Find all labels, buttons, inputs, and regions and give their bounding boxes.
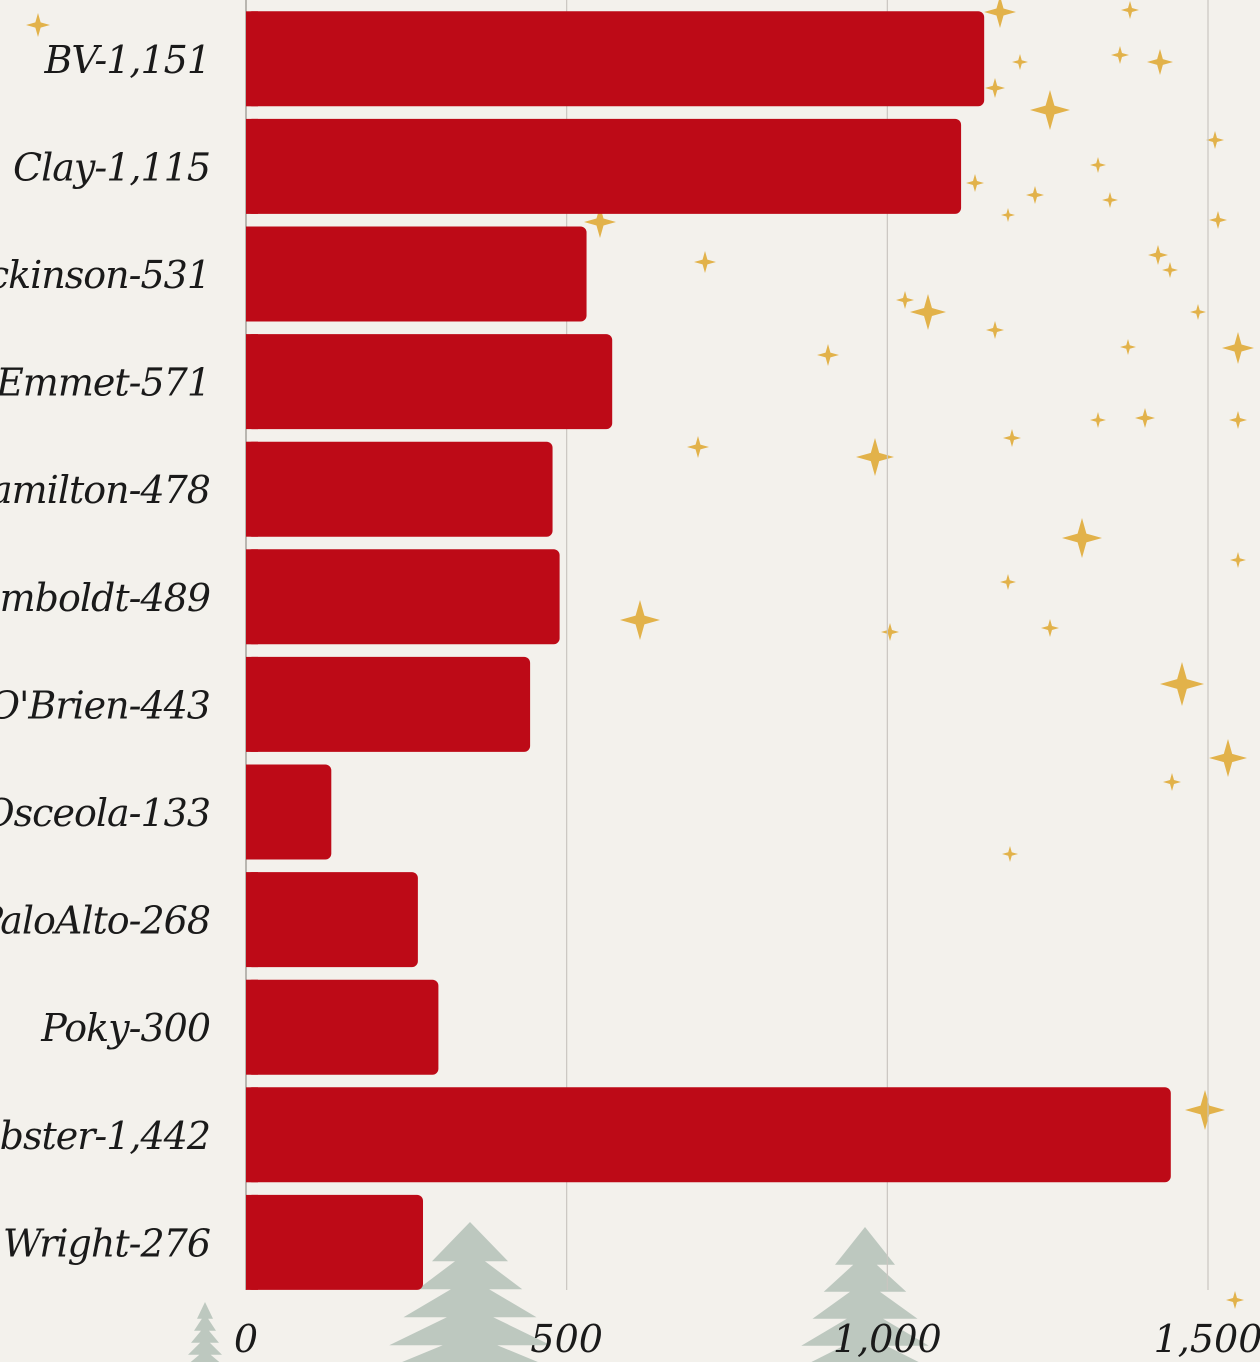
y-category-label: Emmet-571 <box>0 361 210 405</box>
bar-left-edge <box>246 1194 258 1290</box>
sparkle-star-icon <box>1003 429 1021 447</box>
y-category-label: Poky-300 <box>40 1006 210 1050</box>
bar-left-edge <box>246 872 258 968</box>
sparkle-star-icon <box>1001 208 1015 222</box>
sparkle-star-icon <box>1229 411 1247 429</box>
bar <box>246 11 985 107</box>
y-category-label: Webster-1,442 <box>0 1114 210 1158</box>
sparkle-star-icon <box>1012 54 1028 70</box>
gridlines <box>245 0 1209 1290</box>
x-tick-label: 1,500 <box>1154 1317 1260 1361</box>
sparkle-star-icon <box>1209 739 1247 777</box>
bar <box>246 334 613 430</box>
bar <box>246 441 553 537</box>
sparkle-star-icon <box>1160 662 1204 706</box>
sparkle-star-icon <box>1041 619 1059 637</box>
bar <box>246 118 962 214</box>
bar <box>246 549 560 645</box>
sparkle-star-icon <box>1121 1 1139 19</box>
sparkle-star-icon <box>1090 157 1106 173</box>
bar <box>246 1087 1171 1183</box>
y-category-label: Dickinson-531 <box>0 253 210 297</box>
sparkle-star-icon <box>1147 49 1173 75</box>
bars <box>246 11 1171 1290</box>
sparkle-star-icon <box>881 623 899 641</box>
bar-left-edge <box>246 334 258 430</box>
sparkle-star-icon <box>620 600 660 640</box>
sparkle-star-icon <box>1206 131 1224 149</box>
tree-icon <box>389 1222 551 1362</box>
sparkle-star-icon <box>986 321 1004 339</box>
sparkle-star-icon <box>694 251 716 273</box>
bar-left-edge <box>246 656 258 752</box>
x-tick-label: 500 <box>530 1317 603 1361</box>
sparkle-star-icon <box>1162 262 1178 278</box>
y-category-label: BV-1,151 <box>43 38 210 82</box>
sparkle-star-icon <box>896 291 914 309</box>
y-category-label: Osceola-133 <box>0 791 210 835</box>
sparkle-star-icon <box>1163 773 1181 791</box>
bar <box>246 226 587 322</box>
sparkle-star-icon <box>1002 846 1018 862</box>
bar-left-edge <box>246 979 258 1075</box>
bar <box>246 656 531 752</box>
bar <box>246 1194 424 1290</box>
bar <box>246 872 418 968</box>
y-category-label: Humboldt-489 <box>0 576 211 620</box>
sparkle-star-icon <box>1026 186 1044 204</box>
bar-left-edge <box>246 226 258 322</box>
sparkle-star-icon <box>984 0 1016 28</box>
bar <box>246 764 332 860</box>
y-category-label: Wright-276 <box>3 1221 210 1265</box>
sparkle-star-icon <box>1222 332 1254 364</box>
y-category-label: PaloAlto-268 <box>0 899 210 943</box>
bar-left-edge <box>246 441 258 537</box>
sparkle-star-icon <box>1190 304 1206 320</box>
y-category-label: Clay-1,115 <box>13 145 210 189</box>
sparkle-star-icon <box>1185 1090 1225 1130</box>
sparkle-star-icon <box>26 13 50 37</box>
sparkle-star-icon <box>1090 412 1106 428</box>
x-tick-label: 1,000 <box>833 1317 942 1361</box>
bar-left-edge <box>246 1087 258 1183</box>
x-axis-ticks: 0 500 1,000 1,500 <box>234 1317 1260 1361</box>
decorations <box>26 0 1254 1362</box>
tree-icon <box>188 1302 222 1362</box>
bar-left-edge <box>246 11 258 107</box>
sparkle-star-icon <box>687 436 709 458</box>
bar-left-edge <box>246 118 258 214</box>
sparkle-star-icon <box>817 344 839 366</box>
sparkle-star-icon <box>856 438 894 476</box>
sparkle-star-icon <box>1209 211 1227 229</box>
x-tick-label: 0 <box>234 1317 258 1361</box>
sparkle-star-icon <box>1120 339 1136 355</box>
bar <box>246 979 439 1075</box>
y-category-label: O'Brien-443 <box>0 683 210 727</box>
sparkle-star-icon <box>1148 245 1168 265</box>
bar-left-edge <box>246 549 258 645</box>
sparkle-star-icon <box>1000 574 1016 590</box>
sparkle-star-icon <box>985 78 1005 98</box>
sparkle-star-icon <box>1102 192 1118 208</box>
sparkle-star-icon <box>1030 90 1070 130</box>
sparkle-star-icon <box>1111 46 1129 64</box>
sparkle-star-icon <box>584 206 616 238</box>
sparkle-star-icon <box>1226 1291 1244 1309</box>
sparkle-star-icon <box>910 294 946 330</box>
bar-left-edge <box>246 764 258 860</box>
y-axis-labels: BV-1,151 Clay-1,115 Dickinson-531 Emmet-571… <box>0 38 212 1266</box>
sparkle-star-icon <box>1135 408 1155 428</box>
sparkle-star-icon <box>1062 518 1102 558</box>
sparkle-star-icon <box>1230 552 1246 568</box>
tree-icon <box>801 1227 929 1362</box>
sparkle-star-icon <box>966 174 984 192</box>
y-category-label: Hamilton-478 <box>0 468 210 512</box>
